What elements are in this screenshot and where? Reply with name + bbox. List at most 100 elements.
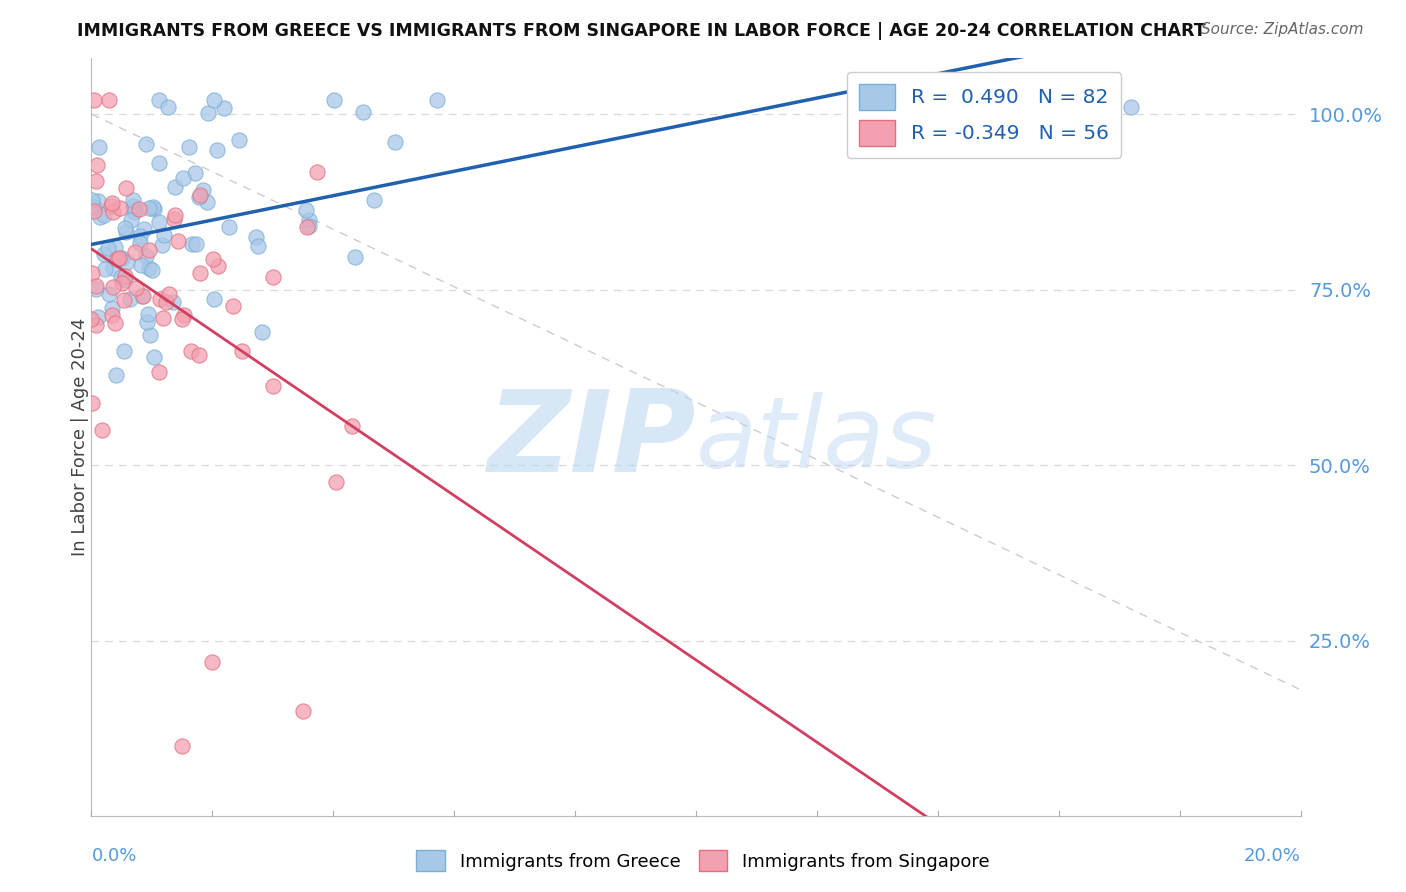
- Point: [221, 299, 243, 313]
- Point: [84, 279, 107, 293]
- Point: [128, 229, 150, 244]
- Point: [122, 193, 145, 207]
- Point: [193, 183, 215, 197]
- Point: [247, 239, 270, 253]
- Point: [93, 208, 115, 222]
- Legend: Immigrants from Greece, Immigrants from Singapore: Immigrants from Greece, Immigrants from …: [409, 843, 997, 879]
- Text: 20.0%: 20.0%: [1244, 847, 1301, 864]
- Point: [112, 344, 135, 359]
- Point: [207, 143, 229, 157]
- Point: [100, 199, 122, 213]
- Point: [89, 210, 111, 224]
- Point: [125, 281, 148, 295]
- Point: [104, 317, 127, 331]
- Legend: R =  0.490   N = 82, R = -0.349   N = 56: R = 0.490 N = 82, R = -0.349 N = 56: [846, 72, 1121, 158]
- Point: [108, 201, 131, 215]
- Point: [135, 249, 157, 263]
- Point: [101, 205, 124, 219]
- Point: [80, 266, 103, 280]
- Point: [112, 293, 135, 307]
- Point: [115, 181, 138, 195]
- Point: [98, 286, 121, 301]
- Point: [352, 105, 374, 120]
- Point: [173, 308, 195, 322]
- Point: [228, 133, 250, 147]
- Point: [111, 251, 134, 265]
- Point: [297, 220, 319, 235]
- Point: [83, 204, 105, 219]
- Point: [101, 301, 124, 315]
- Point: [143, 202, 166, 217]
- Point: [98, 93, 121, 107]
- Text: 0.0%: 0.0%: [91, 847, 136, 864]
- Text: ZIP: ZIP: [488, 385, 696, 496]
- Point: [180, 343, 202, 358]
- Point: [86, 310, 108, 325]
- Point: [166, 235, 188, 249]
- Point: [122, 205, 145, 219]
- Point: [108, 251, 131, 265]
- Point: [163, 212, 186, 227]
- Point: [131, 289, 153, 303]
- Point: [342, 419, 364, 434]
- Point: [184, 236, 207, 251]
- Point: [97, 241, 120, 255]
- Point: [105, 252, 128, 267]
- Point: [86, 174, 108, 188]
- Point: [323, 93, 346, 107]
- Point: [121, 199, 143, 213]
- Point: [295, 202, 318, 217]
- Point: [142, 200, 165, 214]
- Point: [292, 704, 315, 718]
- Point: [148, 156, 170, 170]
- Point: [115, 255, 138, 269]
- Point: [87, 140, 110, 154]
- Point: [150, 238, 173, 252]
- Text: atlas: atlas: [696, 392, 938, 490]
- Point: [138, 201, 160, 215]
- Point: [124, 245, 146, 260]
- Point: [101, 279, 124, 293]
- Point: [212, 101, 235, 115]
- Point: [201, 252, 224, 266]
- Point: [183, 166, 205, 180]
- Point: [101, 260, 124, 275]
- Point: [231, 343, 253, 358]
- Point: [114, 225, 136, 239]
- Point: [83, 93, 105, 107]
- Point: [218, 219, 240, 234]
- Point: [188, 190, 211, 204]
- Point: [307, 165, 329, 179]
- Point: [93, 247, 115, 261]
- Point: [252, 325, 274, 339]
- Point: [325, 475, 347, 489]
- Point: [120, 212, 142, 227]
- Point: [114, 273, 136, 287]
- Point: [104, 368, 127, 382]
- Point: [152, 227, 174, 242]
- Point: [148, 365, 170, 379]
- Point: [148, 215, 170, 229]
- Point: [363, 193, 385, 207]
- Point: [148, 292, 170, 306]
- Point: [172, 739, 194, 753]
- Point: [343, 250, 366, 264]
- Point: [114, 268, 136, 283]
- Point: [262, 270, 284, 285]
- Point: [129, 258, 152, 272]
- Point: [207, 259, 229, 273]
- Point: [108, 252, 131, 266]
- Point: [118, 292, 141, 306]
- Point: [190, 266, 212, 280]
- Point: [104, 240, 127, 254]
- Point: [83, 200, 105, 214]
- Point: [201, 655, 224, 669]
- Point: [80, 396, 103, 410]
- Point: [138, 260, 160, 275]
- Point: [128, 202, 150, 216]
- Point: [132, 289, 155, 303]
- Text: IMMIGRANTS FROM GREECE VS IMMIGRANTS FROM SINGAPORE IN LABOR FORCE | AGE 20-24 C: IMMIGRANTS FROM GREECE VS IMMIGRANTS FRO…: [77, 22, 1206, 40]
- Point: [298, 219, 321, 233]
- Point: [426, 93, 449, 107]
- Point: [91, 423, 114, 437]
